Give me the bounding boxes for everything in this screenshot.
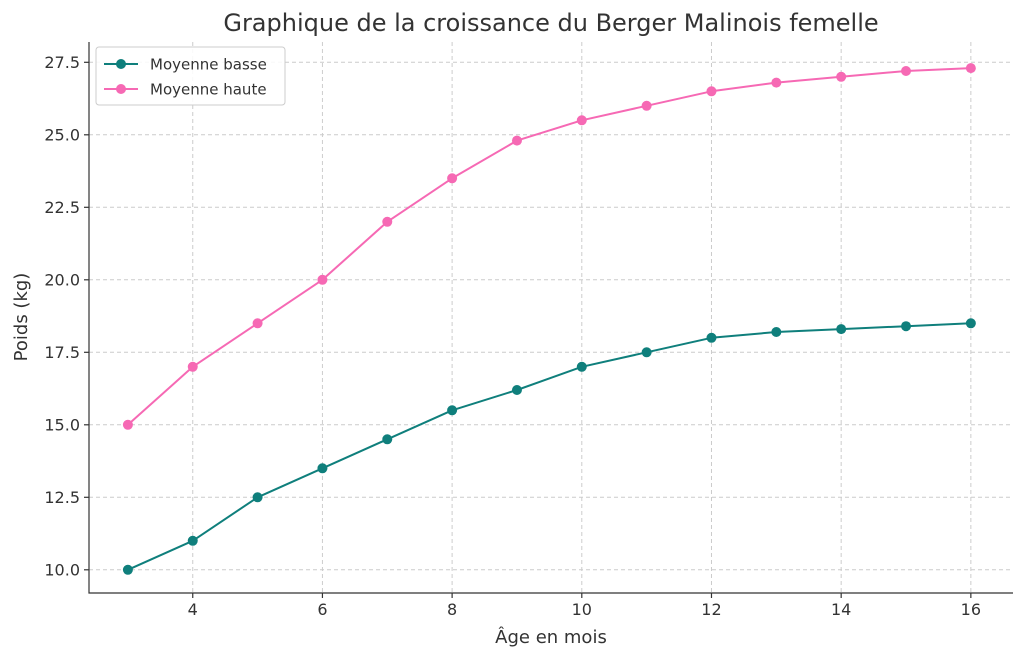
y-tick-label: 25.0	[44, 125, 80, 144]
data-point-moyenne-basse	[706, 332, 717, 343]
chart-title: Graphique de la croissance du Berger Mal…	[223, 9, 878, 37]
x-tick-label: 4	[188, 600, 198, 619]
y-tick-label: 27.5	[44, 53, 80, 72]
series-layer	[122, 63, 976, 575]
data-point-moyenne-haute	[706, 86, 717, 97]
x-tick-label: 6	[317, 600, 327, 619]
x-tick-label: 10	[572, 600, 592, 619]
axis-spines	[88, 42, 1013, 594]
y-tick-label: 10.0	[44, 560, 80, 579]
data-point-moyenne-basse	[836, 324, 847, 335]
data-point-moyenne-haute	[771, 77, 782, 88]
data-point-moyenne-haute	[576, 115, 587, 126]
data-point-moyenne-basse	[511, 385, 522, 395]
x-axis-label: Âge en mois	[495, 626, 607, 648]
data-point-moyenne-haute	[965, 63, 976, 74]
data-point-moyenne-haute	[187, 361, 198, 372]
y-tick-label: 20.0	[44, 270, 80, 289]
legend-marker-moyenne-basse	[116, 59, 126, 69]
y-tick-label: 15.0	[44, 415, 80, 434]
x-tick-label: 12	[701, 600, 721, 619]
data-point-moyenne-basse	[317, 463, 328, 474]
data-point-moyenne-basse	[771, 327, 782, 337]
data-point-moyenne-haute	[641, 100, 652, 111]
data-point-moyenne-basse	[187, 535, 198, 546]
x-tick-label: 8	[447, 600, 457, 619]
y-axis-label: Poids (kg)	[11, 273, 32, 362]
data-point-moyenne-basse	[447, 405, 458, 416]
legend-label-moyenne-haute: Moyenne haute	[150, 81, 267, 99]
data-point-moyenne-haute	[836, 71, 847, 82]
axes: 4 6 8 10 12 14 16 10.0 12.5 15.0 17.5 20.0 22.5 25.0 2…	[44, 42, 1013, 619]
x-tick-label: 16	[961, 600, 981, 619]
legend-label-moyenne-basse: Moyenne basse	[150, 56, 267, 74]
data-point-moyenne-basse	[965, 318, 976, 329]
data-point-moyenne-basse	[252, 492, 263, 503]
data-point-moyenne-haute	[122, 419, 133, 430]
legend-box	[95, 46, 286, 106]
data-point-moyenne-basse	[901, 321, 912, 332]
grid	[89, 42, 1013, 593]
data-point-moyenne-haute	[382, 216, 393, 227]
data-point-moyenne-haute	[252, 318, 263, 329]
x-tick-label: 14	[831, 600, 851, 619]
series-line-moyenne-haute	[127, 67, 971, 426]
data-point-moyenne-basse	[641, 347, 652, 358]
y-tick-label: 17.5	[44, 343, 80, 362]
data-point-moyenne-haute	[511, 135, 522, 146]
y-tick-label: 12.5	[44, 488, 80, 507]
data-point-moyenne-haute	[901, 66, 912, 76]
y-tick-label: 22.5	[44, 198, 80, 217]
data-point-moyenne-basse	[122, 564, 133, 575]
data-point-moyenne-haute	[317, 274, 328, 285]
data-point-moyenne-basse	[382, 434, 393, 445]
data-point-moyenne-haute	[447, 173, 458, 184]
legend: Moyenne basse Moyenne haute	[95, 46, 286, 106]
legend-marker-moyenne-haute	[116, 84, 126, 94]
series-line-moyenne-basse	[127, 322, 971, 571]
data-point-moyenne-basse	[576, 361, 587, 372]
